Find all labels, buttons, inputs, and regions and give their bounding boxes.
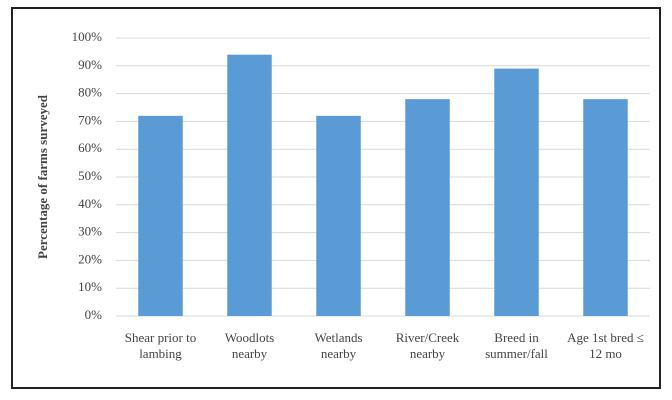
x-tick-label: Shear prior to lambing <box>124 330 197 361</box>
y-tick-label: 30% <box>78 224 102 239</box>
x-tick-label: Age 1st bred ≤ 12 mo <box>567 330 644 361</box>
y-tick-label: 80% <box>78 85 102 100</box>
bar <box>138 115 183 316</box>
y-tick-label: 100% <box>72 29 103 44</box>
y-tick-label: 50% <box>78 168 102 183</box>
y-tick-label: 60% <box>78 140 102 155</box>
bar <box>316 115 361 316</box>
y-tick-label: 0% <box>85 307 103 322</box>
y-tick-label: 90% <box>78 57 102 72</box>
y-tick-label: 70% <box>78 112 102 127</box>
y-tick-label: 40% <box>78 196 102 211</box>
bar <box>405 99 450 316</box>
bar <box>227 54 272 317</box>
bar <box>583 99 628 316</box>
y-tick-label: 20% <box>78 251 102 266</box>
x-tick-label: Woodlots nearby <box>224 330 275 361</box>
x-tick-label: Breed in summer/fall <box>485 330 548 361</box>
y-tick-label: 10% <box>78 279 102 294</box>
x-tick-label: River/Creek nearby <box>395 330 460 361</box>
x-tick-label: Wetlands nearby <box>314 330 363 361</box>
y-axis-title: Percentage of farms surveyed <box>35 94 50 259</box>
bar <box>494 68 539 316</box>
